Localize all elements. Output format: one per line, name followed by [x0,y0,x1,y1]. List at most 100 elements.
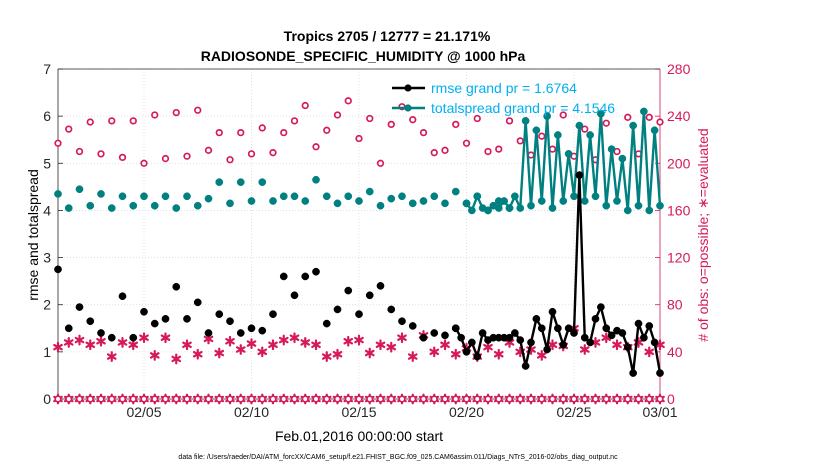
possible-obs-zero-marker [527,395,535,403]
rmse-point [129,333,138,342]
y-tick-label-right: 0 [667,391,675,407]
possible-obs-marker [301,101,309,110]
evaluated-obs-marker [311,339,321,351]
rmse-point [172,282,181,291]
spread-point [150,201,159,210]
spread-point [161,192,170,201]
possible-obs-marker [312,143,320,151]
possible-obs-zero-marker [538,395,546,403]
rmse-line-point [532,315,541,323]
spread-line-point [650,126,659,135]
rmse-line-point [575,171,584,179]
legend-swatch-marker [404,84,412,92]
possible-obs-zero-marker [269,395,277,403]
possible-obs-zero-marker [280,395,288,403]
y-tick-label-left: 7 [43,61,51,77]
evaluated-obs-marker [536,349,547,361]
rmse-point [376,282,385,290]
possible-obs-marker [452,120,460,129]
possible-obs-marker [75,147,84,156]
possible-obs-marker [462,139,471,147]
possible-obs-zero-marker [473,395,481,403]
evaluated-obs-marker [407,351,418,362]
possible-obs-zero-marker [237,395,245,403]
rmse-point [64,324,73,333]
possible-obs-marker [473,114,481,123]
possible-obs-marker [376,159,385,167]
spread-line-point [607,145,616,153]
possible-obs-zero-marker [323,395,331,403]
legend-swatch-marker [404,104,412,112]
spread-point [355,197,363,205]
evaluated-obs-marker [375,339,386,351]
evaluated-obs-marker [547,339,558,351]
possible-obs-marker [441,146,449,154]
evaluated-obs-marker [493,348,504,360]
rmse-line-point [478,329,487,337]
possible-obs-zero-marker [183,395,191,403]
rmse-line-point [586,338,594,347]
spread-point [376,201,385,210]
spread-point [236,178,245,186]
possible-obs-marker [548,145,557,153]
evaluated-obs-marker [96,335,106,347]
y-tick-label-right: 240 [667,108,691,124]
possible-obs-zero-marker [495,395,503,403]
possible-obs-marker [172,108,180,117]
possible-obs-zero-marker [194,395,202,403]
x-tick-label: 02/05 [126,404,161,420]
spread-line-point [634,201,643,210]
possible-obs-zero-marker [645,395,653,403]
spread-point [365,187,374,196]
evaluated-obs-marker [225,335,235,347]
y-tick-label-left: 6 [43,108,51,124]
possible-obs-marker [54,139,62,147]
y-tick-label-left: 4 [43,202,51,218]
rmse-point [215,310,224,318]
rmse-line-point [640,333,648,342]
spread-line-point [645,206,654,215]
rmse-line-point [462,348,471,356]
evaluated-obs-marker [149,349,160,361]
possible-obs-marker [495,145,503,153]
spread-line-point [570,192,578,201]
legend-entry-label: totalspread grand pr = 4.1546 [431,100,615,116]
possible-obs-marker [656,118,664,126]
possible-obs-marker [237,128,245,137]
possible-obs-zero-marker [484,395,492,403]
evaluated-obs-marker [53,341,63,353]
possible-obs-zero-marker [613,395,621,403]
rmse-point [355,310,363,318]
possible-obs-marker [516,137,524,145]
possible-obs-marker [183,152,191,160]
possible-obs-zero-marker [54,395,62,403]
possible-obs-zero-marker [570,395,578,403]
spread-line-point [527,201,535,210]
spread-point [279,192,288,201]
possible-obs-marker [323,126,331,134]
chart-title: Tropics 2705 / 12777 = 21.171% [284,28,491,44]
rmse-point [312,267,320,276]
evaluated-obs-marker [483,341,493,353]
possible-obs-zero-marker [591,395,600,403]
spread-line-point [602,201,611,210]
rmse-line-point [537,324,546,333]
rmse-line-point [511,329,519,337]
evaluated-obs-marker [171,353,182,365]
possible-obs-marker [258,124,266,132]
spread-point [54,190,62,198]
spread-point [129,201,138,210]
evaluated-obs-marker [246,338,257,350]
rmse-point [301,272,310,281]
chart-subtitle: RADIOSONDE_SPECIFIC_HUMIDITY @ 1000 hPa [201,48,526,64]
possible-obs-marker [194,106,202,114]
spread-point [258,178,267,186]
spread-point [398,192,406,201]
possible-obs-zero-marker [290,395,299,403]
evaluated-obs-marker [192,348,203,360]
possible-obs-marker [86,118,94,126]
rmse-point [344,286,353,295]
possible-obs-zero-marker [656,395,664,403]
evaluated-obs-marker [644,346,655,358]
